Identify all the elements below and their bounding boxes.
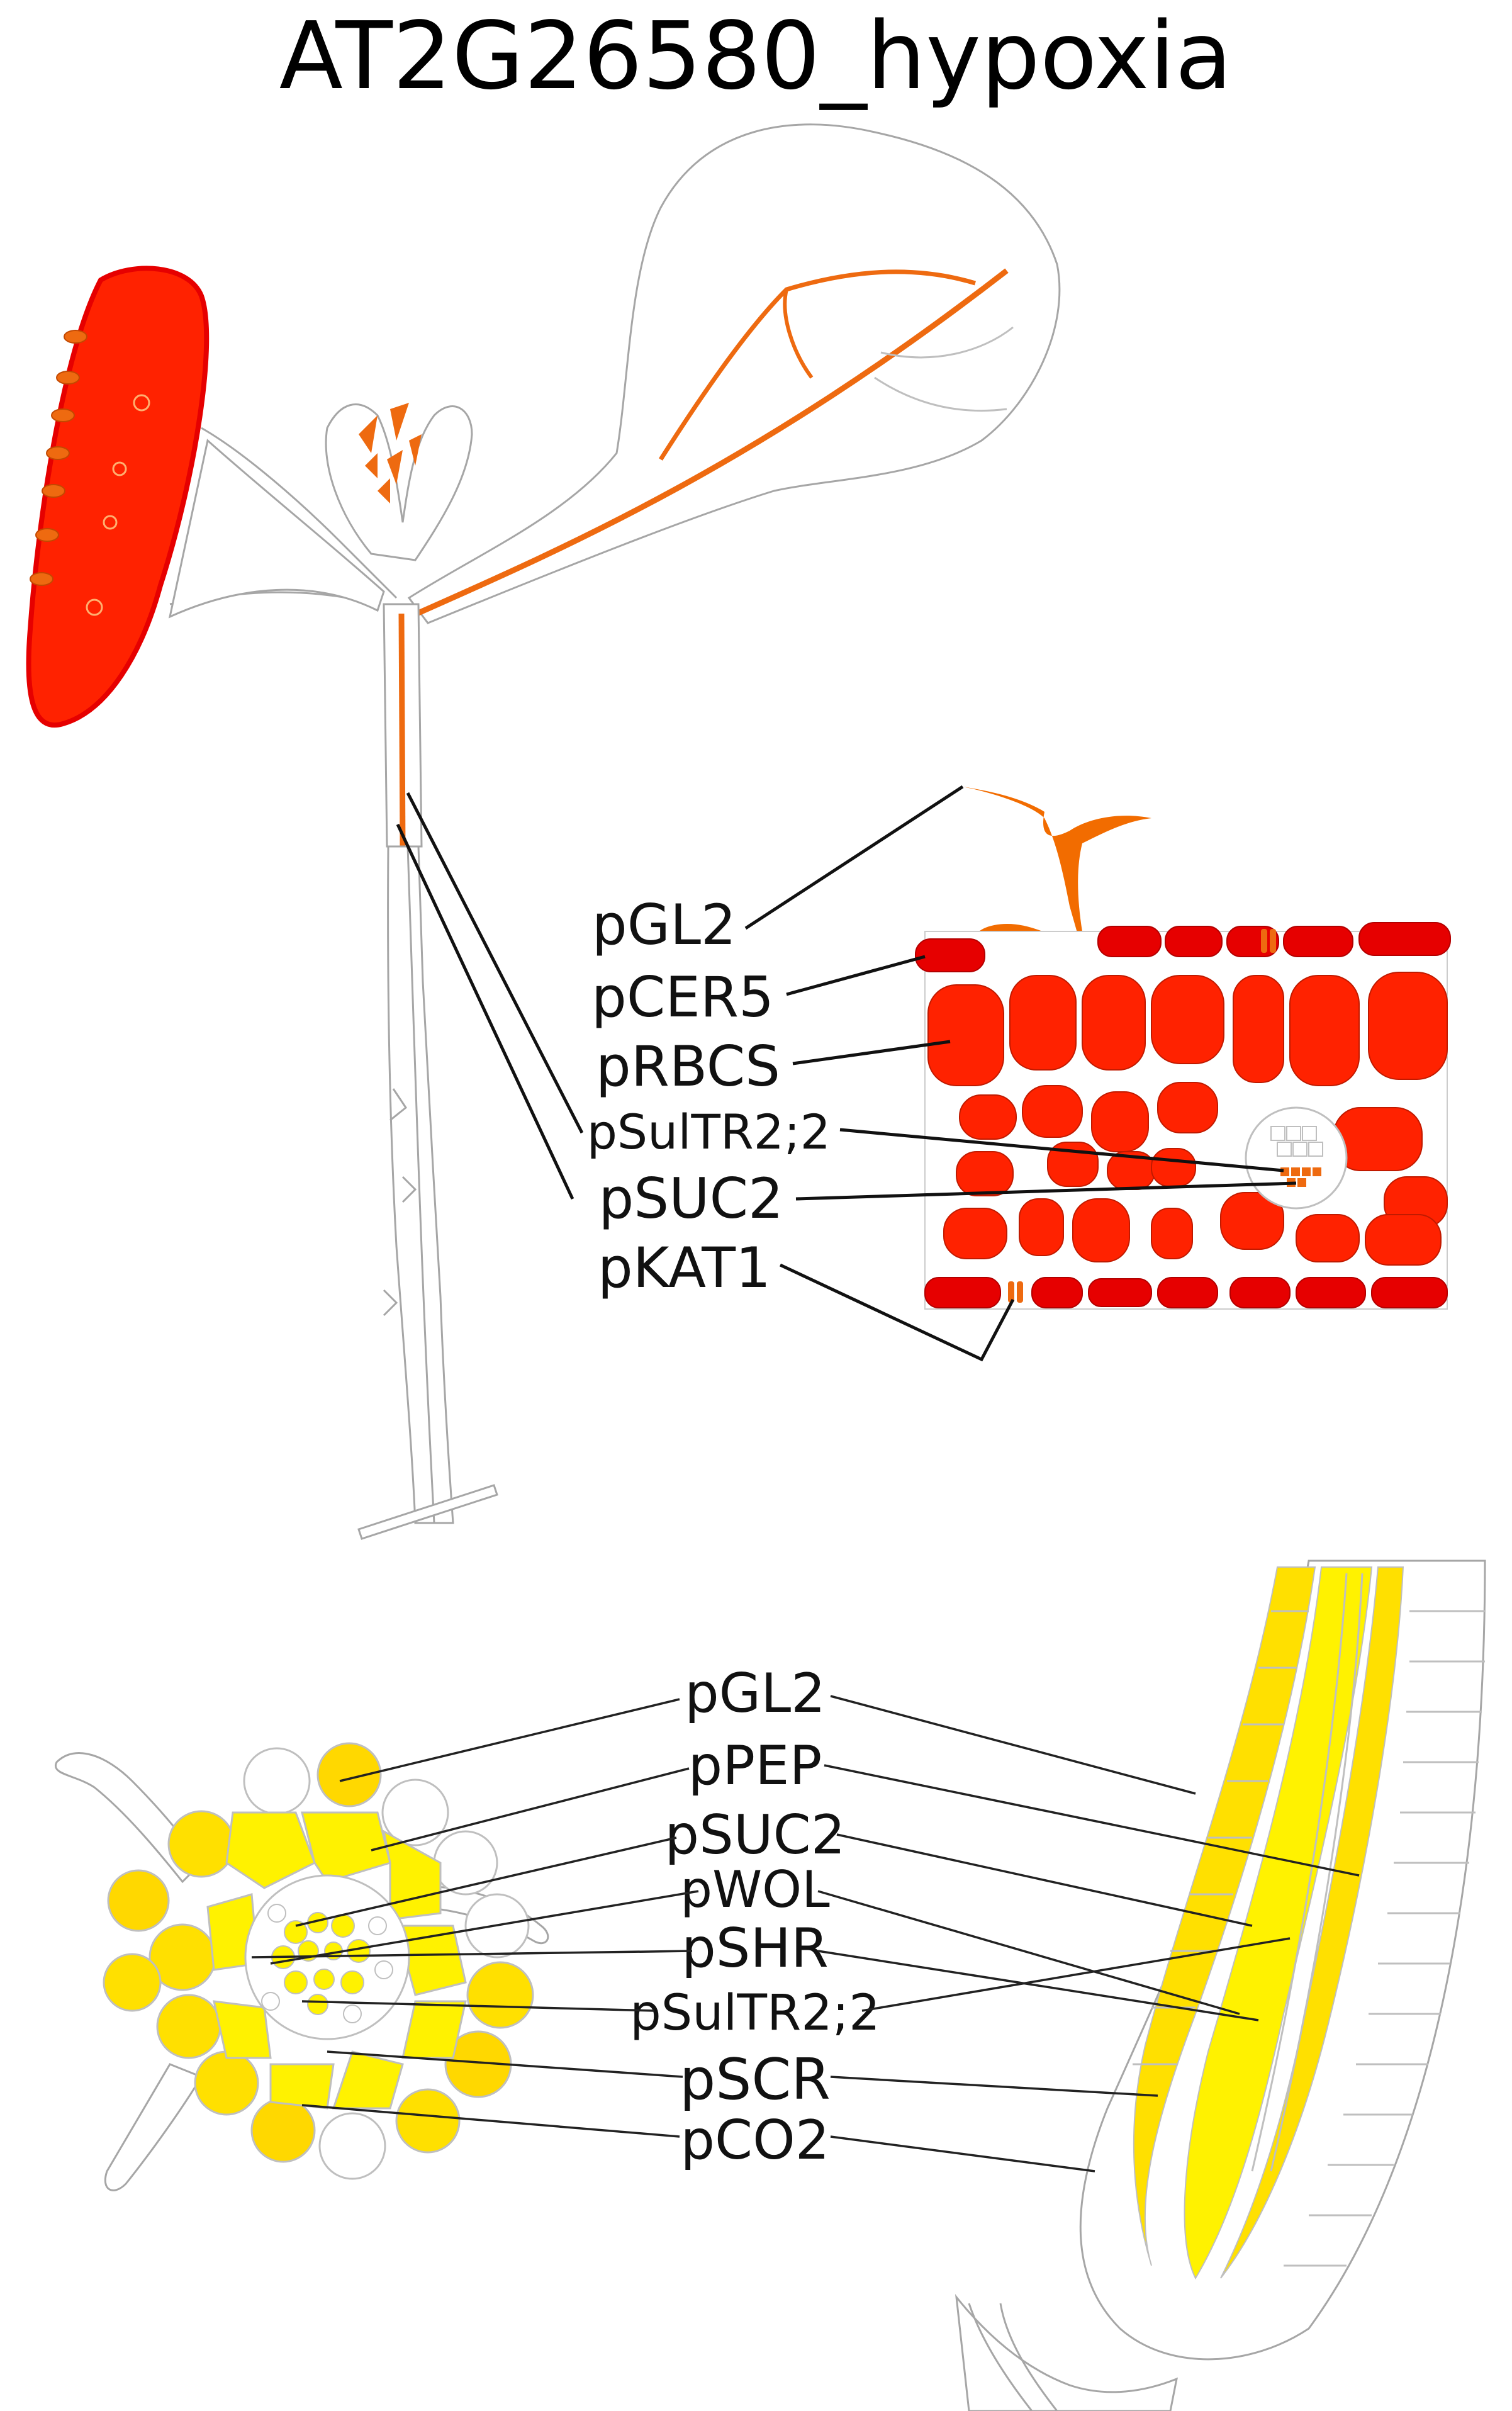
- seedling-shoot-icon: [26, 123, 1061, 1540]
- label-shoot-pSulTR2-2: pSulTR2;2: [587, 1104, 831, 1160]
- vascular-bundle: [1245, 1106, 1348, 1210]
- label-root-pSulTR2-2: pSulTR2;2: [630, 1985, 880, 2042]
- label-root-pSUC2: pSUC2: [665, 1804, 846, 1867]
- label-shoot-pKAT1: pKAT1: [598, 1235, 771, 1300]
- label-shoot-pGL2: pGL2: [592, 892, 736, 957]
- trichome: [963, 787, 1151, 972]
- label-shoot-pRBCS: pRBCS: [596, 1034, 780, 1099]
- diagram-title: AT2G26580_hypoxia: [279, 2, 1233, 110]
- label-root-pSHR: pSHR: [681, 1917, 829, 1980]
- label-root-pWOL: pWOL: [680, 1860, 830, 1919]
- root-cross-section-icon: [54, 1742, 549, 2191]
- label-root-pGL2: pGL2: [685, 1662, 826, 1725]
- label-root-pSCR: pSCR: [680, 2047, 831, 2113]
- true-leaf: [407, 123, 1061, 624]
- shoot-labels: pGL2 pCER5 pRBCS pSulTR2;2 pSUC2 pKAT1: [396, 785, 1297, 1362]
- label-shoot-pSUC2: pSUC2: [598, 1166, 783, 1231]
- root-tip-longitudinal-icon: [955, 1560, 1486, 2411]
- leaf-cross-section-icon: [915, 787, 1451, 1310]
- root-labels: pGL2 pPEP pSUC2 pWOL pSHR pSulTR2;2 pSCR…: [251, 1662, 1360, 2172]
- label-root-pCO2: pCO2: [680, 2109, 829, 2172]
- label-root-pPEP: pPEP: [688, 1734, 822, 1797]
- label-shoot-pCER5: pCER5: [591, 965, 774, 1030]
